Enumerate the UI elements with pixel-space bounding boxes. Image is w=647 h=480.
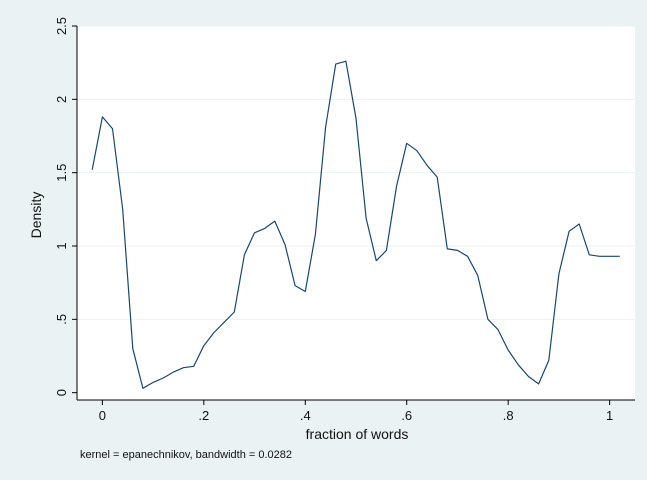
x-tick-label: 1	[606, 408, 613, 423]
x-tick-label: .4	[300, 408, 311, 423]
x-axis-label: fraction of words	[306, 426, 409, 442]
x-tick-label: .8	[503, 408, 514, 423]
y-tick-label: 2.5	[54, 17, 69, 35]
y-tick-label: 1.5	[54, 164, 69, 182]
plot-area	[77, 26, 635, 400]
y-tick-label: 0	[54, 389, 69, 396]
x-tick-label: .6	[401, 408, 412, 423]
density-curve	[91, 60, 620, 389]
grid-lines	[77, 25, 635, 320]
x-tick-label: .2	[198, 408, 209, 423]
y-tick-label: .5	[54, 314, 69, 325]
kernel-note: kernel = epanechnikov, bandwidth = 0.028…	[80, 449, 292, 461]
x-tick-label: 0	[99, 408, 106, 423]
y-tick-label: 2	[54, 96, 69, 103]
axis-ticks: 0 .5 1 1.5 2 2.5 0 .2 .4 .6 .8 1	[54, 17, 613, 423]
y-axis-label: Density	[28, 192, 44, 239]
y-tick-label: 1	[54, 242, 69, 249]
